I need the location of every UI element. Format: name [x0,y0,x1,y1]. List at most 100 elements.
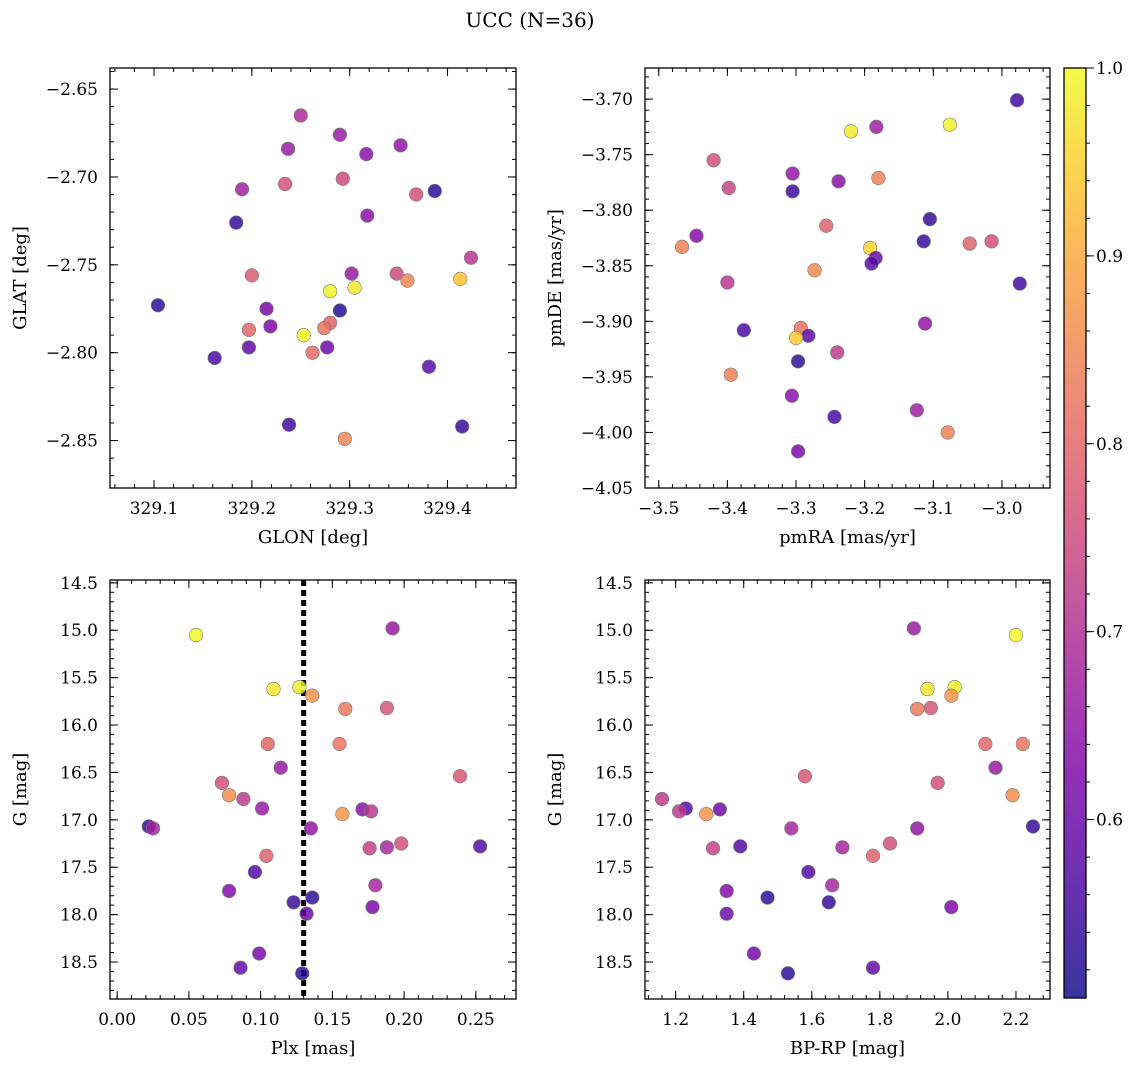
data-point [940,425,955,440]
data-point [214,775,230,790]
data-point [150,298,166,313]
plot-frame [109,67,517,489]
data-point [188,627,204,643]
data-point [906,621,921,636]
y-axis-label: pmDE [mas/yr] [545,209,566,347]
data-point [455,419,470,434]
data-point [241,322,257,337]
data-point [910,701,925,717]
colorbar-tick-label: 0.7 [1096,623,1123,643]
data-point [784,821,799,836]
y-tick-label: −3.75 [581,146,633,166]
x-tick-label: 1.2 [662,1010,689,1030]
data-point [869,119,884,134]
data-point [368,878,383,893]
data-point [393,138,408,153]
data-point [317,320,332,336]
data-point [286,895,301,910]
data-point [229,215,244,230]
data-point [909,403,924,418]
x-tick-label: 329.1 [130,499,179,519]
x-axis-label: BP-RP [mag] [790,1038,905,1059]
data-point [736,323,751,338]
data-point [344,266,359,281]
data-point [1005,788,1020,803]
plot-frame [109,579,517,1000]
data-point [827,409,842,424]
data-point [453,271,468,286]
data-point [207,350,222,366]
y-tick-label: 18.0 [595,906,633,926]
data-point [835,840,850,855]
data-point [259,848,274,863]
y-tick-label: −2.65 [46,80,98,100]
data-point [821,895,836,910]
y-tick-label: 18.5 [60,953,98,973]
y-tick-label: −2.80 [46,344,98,364]
y-tick-label: 17.0 [595,811,633,831]
data-point [944,688,959,703]
colorbar-ticks: 0.6 0.7 0.8 0.9 1.0 [1086,59,1123,971]
data-point [305,890,320,905]
data-point [421,359,437,374]
data-point [299,906,314,921]
y-tick-label: 16.5 [595,763,633,783]
data-point [654,791,670,807]
data-point [671,804,687,819]
x-tick-label: −3.3 [775,499,816,519]
data-point [221,788,237,803]
data-point [917,316,933,331]
data-point [278,176,293,192]
panel-plx-g: 0.00 0.05 0.10 0.15 0.20 0.25 14.5 15.0 15.5 16.0… [10,574,517,1059]
x-tick-label: 1.6 [798,1010,825,1030]
x-tick-label: 0.00 [98,1010,136,1030]
colorbar-gradient [1064,68,1086,998]
data-point [801,328,816,343]
data-point [385,621,400,636]
data-point [720,275,735,290]
data-point [807,263,822,278]
data-point [296,328,311,343]
data-point [865,960,881,975]
x-tick-label: 1.4 [730,1010,757,1030]
data-point [784,388,799,403]
x-tick-label: 2.0 [934,1010,961,1030]
y-tick-label: −2.70 [46,168,98,188]
y-tick-label: 15.0 [595,621,633,641]
x-tick-label: 0.15 [313,1010,351,1030]
y-axis-label: GLAT [deg] [10,226,31,330]
data-point [362,841,377,856]
data-point [252,946,267,961]
x-tick-label: 1.8 [866,1010,893,1030]
data-point [1009,93,1025,108]
data-point [400,273,415,288]
y-axis-label: G [mag] [10,753,31,826]
data-point [733,839,748,854]
data-point [865,848,881,863]
data-point [254,801,270,816]
data-point [292,680,307,695]
data-point [394,836,409,851]
data-point [263,319,278,334]
data-point [266,681,281,697]
data-point [843,124,859,139]
data-point [323,284,338,299]
data-point [1012,276,1027,291]
data-point [335,807,350,822]
data-point [332,736,347,752]
data-point [293,108,308,123]
data-point [962,236,977,251]
data-point [295,966,310,981]
x-tick-label: −3.0 [981,499,1022,519]
data-point [719,906,734,921]
x-tick-label: −3.1 [913,499,954,519]
data-point [379,840,394,855]
data-point [244,268,259,283]
x-tick-label: −3.5 [638,499,679,519]
colorbar-tick-label: 0.9 [1096,247,1123,267]
data-point [689,228,704,243]
data-point [910,821,925,836]
plot-frame [644,579,1051,1000]
data-point [923,700,938,716]
